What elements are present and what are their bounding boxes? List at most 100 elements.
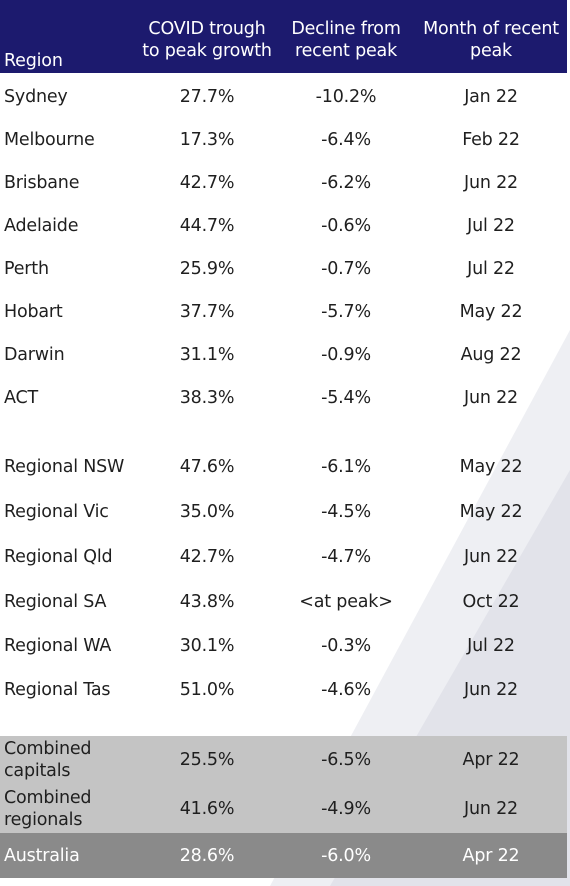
region-name-line2: capitals (4, 761, 71, 781)
decline-value: -0.3% (321, 636, 371, 656)
peak-month: Jul 22 (467, 258, 515, 279)
region-name: Combined capitals (4, 736, 92, 784)
region-name: Brisbane (4, 172, 80, 193)
peak-month: May 22 (459, 301, 523, 322)
decline-value: <at peak> (299, 591, 393, 612)
decline-value: -6.2% (321, 172, 371, 193)
table-row: Regional NSW 47.6% -6.1% May 22 (0, 444, 567, 489)
growth-value: 51.0% (179, 680, 235, 700)
region-name: Regional Tas (4, 680, 111, 700)
growth-value: 37.7% (179, 301, 235, 322)
decline-value: -6.5% (321, 750, 371, 770)
region-name: Sydney (4, 86, 68, 107)
header-growth-line1: COVID trough (148, 19, 266, 39)
growth-value: 38.3% (179, 387, 235, 408)
region-name: Regional Vic (4, 501, 109, 522)
peak-month: Jun 22 (464, 798, 518, 819)
region-name: Combined regionals (4, 784, 92, 833)
combined-capitals-row: Combined capitals 25.5% -6.5% Apr 22 (0, 736, 567, 784)
region-name: Regional WA (4, 636, 112, 656)
peak-month: Jun 22 (464, 387, 518, 408)
region-name: Darwin (4, 344, 65, 365)
table-row: Regional Qld 42.7% -4.7% Jun 22 (0, 534, 567, 579)
region-name-line1: Combined (4, 787, 92, 808)
header-decline-line1: Decline from (291, 19, 401, 39)
peak-month: Jul 22 (467, 636, 515, 656)
peak-month: Jan 22 (464, 86, 518, 107)
header-region: Region (4, 51, 63, 71)
header-month-line1: Month of recent (423, 19, 559, 39)
region-name: Australia (4, 845, 80, 866)
table-row: Regional Tas 51.0% -4.6% Jun 22 (0, 668, 567, 712)
region-name: Hobart (4, 301, 63, 322)
peak-month: Oct 22 (462, 591, 520, 612)
region-name-line2: regionals (4, 809, 83, 830)
growth-value: 44.7% (179, 215, 235, 236)
growth-value: 42.7% (179, 546, 235, 567)
decline-value: -6.1% (321, 456, 371, 477)
region-name: Melbourne (4, 129, 95, 150)
growth-value: 43.8% (179, 591, 235, 612)
peak-month: Jul 22 (467, 215, 515, 236)
combined-regionals-row: Combined regionals 41.6% -4.9% Jun 22 (0, 784, 567, 833)
growth-value: 28.6% (179, 845, 235, 866)
growth-value: 35.0% (179, 501, 235, 522)
growth-value: 27.7% (179, 86, 235, 107)
growth-value: 31.1% (179, 344, 235, 365)
decline-value: -4.9% (321, 798, 371, 819)
peak-month: Apr 22 (462, 750, 520, 770)
decline-value: -5.4% (321, 387, 371, 408)
table-row: ACT 38.3% -5.4% Jun 22 (0, 376, 567, 419)
region-name: Regional NSW (4, 456, 125, 477)
peak-month: May 22 (459, 456, 523, 477)
decline-value: -0.7% (321, 258, 371, 279)
peak-month: Jun 22 (464, 172, 518, 193)
decline-value: -4.5% (321, 501, 371, 522)
region-name: Regional SA (4, 591, 107, 612)
table-row: Regional Vic 35.0% -4.5% May 22 (0, 489, 567, 534)
decline-value: -4.6% (321, 680, 371, 700)
peak-month: Jun 22 (464, 546, 518, 567)
table-row: Regional SA 43.8% <at peak> Oct 22 (0, 579, 567, 624)
table-row: Melbourne 17.3% -6.4% Feb 22 (0, 118, 567, 161)
table-row: Adelaide 44.7% -0.6% Jul 22 (0, 204, 567, 247)
table-header: Region COVID trough to peak growth Decli… (0, 0, 567, 73)
table-row: Brisbane 42.7% -6.2% Jun 22 (0, 161, 567, 204)
peak-month: Apr 22 (462, 845, 520, 866)
peak-month: Jun 22 (464, 680, 518, 700)
region-name: ACT (4, 387, 38, 408)
growth-value: 25.9% (179, 258, 235, 279)
region-name: Perth (4, 258, 49, 279)
header-growth: COVID trough to peak growth (136, 18, 278, 62)
decline-value: -0.9% (321, 344, 371, 365)
region-name-line1: Combined (4, 739, 92, 759)
table-row: Sydney 27.7% -10.2% Jan 22 (0, 75, 567, 118)
decline-value: -4.7% (321, 546, 371, 567)
region-name: Adelaide (4, 215, 79, 236)
peak-month: Feb 22 (462, 129, 520, 150)
decline-value: -10.2% (315, 86, 377, 107)
header-growth-line2: to peak growth (142, 41, 272, 61)
header-decline-line2: recent peak (294, 41, 397, 61)
growth-value: 30.1% (179, 636, 235, 656)
table-row: Darwin 31.1% -0.9% Aug 22 (0, 333, 567, 376)
table-row: Perth 25.9% -0.7% Jul 22 (0, 247, 567, 290)
header-decline: Decline from recent peak (284, 18, 408, 62)
growth-value: 42.7% (179, 172, 235, 193)
table-row: Regional WA 30.1% -0.3% Jul 22 (0, 624, 567, 668)
region-name: Regional Qld (4, 546, 113, 567)
growth-value: 41.6% (179, 798, 235, 819)
growth-value: 25.5% (179, 750, 235, 770)
decline-value: -6.0% (321, 845, 371, 866)
growth-value: 47.6% (179, 456, 235, 477)
decline-value: -5.7% (321, 301, 371, 322)
australia-row: Australia 28.6% -6.0% Apr 22 (0, 833, 567, 878)
header-month: Month of recent peak (414, 18, 568, 62)
peak-month: May 22 (459, 501, 523, 522)
decline-value: -6.4% (321, 129, 371, 150)
table-row: Hobart 37.7% -5.7% May 22 (0, 290, 567, 333)
header-month-line2: peak (470, 41, 512, 61)
decline-value: -0.6% (321, 215, 371, 236)
growth-value: 17.3% (179, 129, 235, 150)
